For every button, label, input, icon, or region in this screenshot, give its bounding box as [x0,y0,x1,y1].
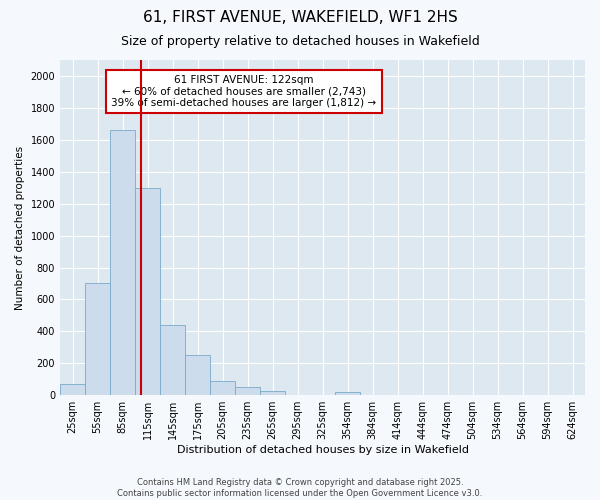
Bar [110,130,135,395]
Bar [260,391,285,395]
Text: Size of property relative to detached houses in Wakefield: Size of property relative to detached ho… [121,35,479,48]
Text: 61 FIRST AVENUE: 122sqm
← 60% of detached houses are smaller (2,743)
39% of semi: 61 FIRST AVENUE: 122sqm ← 60% of detache… [111,75,376,108]
Bar [85,284,110,395]
Text: 61, FIRST AVENUE, WAKEFIELD, WF1 2HS: 61, FIRST AVENUE, WAKEFIELD, WF1 2HS [143,10,457,25]
Bar [235,387,260,395]
Bar [335,392,360,395]
Y-axis label: Number of detached properties: Number of detached properties [15,146,25,310]
Bar [185,356,210,395]
Bar [60,384,85,395]
Bar [160,325,185,395]
Text: Contains HM Land Registry data © Crown copyright and database right 2025.
Contai: Contains HM Land Registry data © Crown c… [118,478,482,498]
Bar [210,381,235,395]
Bar [135,188,160,395]
X-axis label: Distribution of detached houses by size in Wakefield: Distribution of detached houses by size … [176,445,469,455]
